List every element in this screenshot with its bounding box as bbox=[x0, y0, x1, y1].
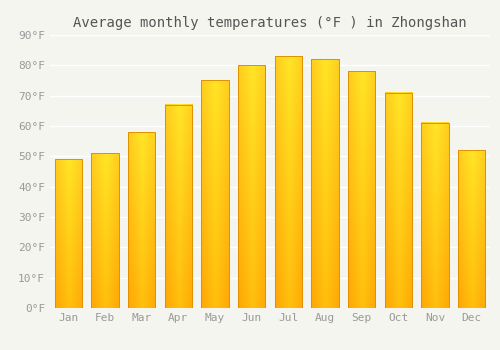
Bar bbox=[164, 105, 192, 308]
Bar bbox=[348, 71, 376, 308]
Bar bbox=[384, 93, 412, 308]
Bar bbox=[128, 132, 156, 308]
Bar bbox=[238, 65, 266, 308]
Bar bbox=[421, 123, 448, 308]
Title: Average monthly temperatures (°F ) in Zhongshan: Average monthly temperatures (°F ) in Zh… bbox=[73, 16, 467, 30]
Bar bbox=[311, 59, 339, 308]
Bar bbox=[458, 150, 485, 308]
Bar bbox=[201, 80, 229, 308]
Bar bbox=[54, 159, 82, 308]
Bar bbox=[274, 56, 302, 308]
Bar bbox=[91, 153, 119, 308]
